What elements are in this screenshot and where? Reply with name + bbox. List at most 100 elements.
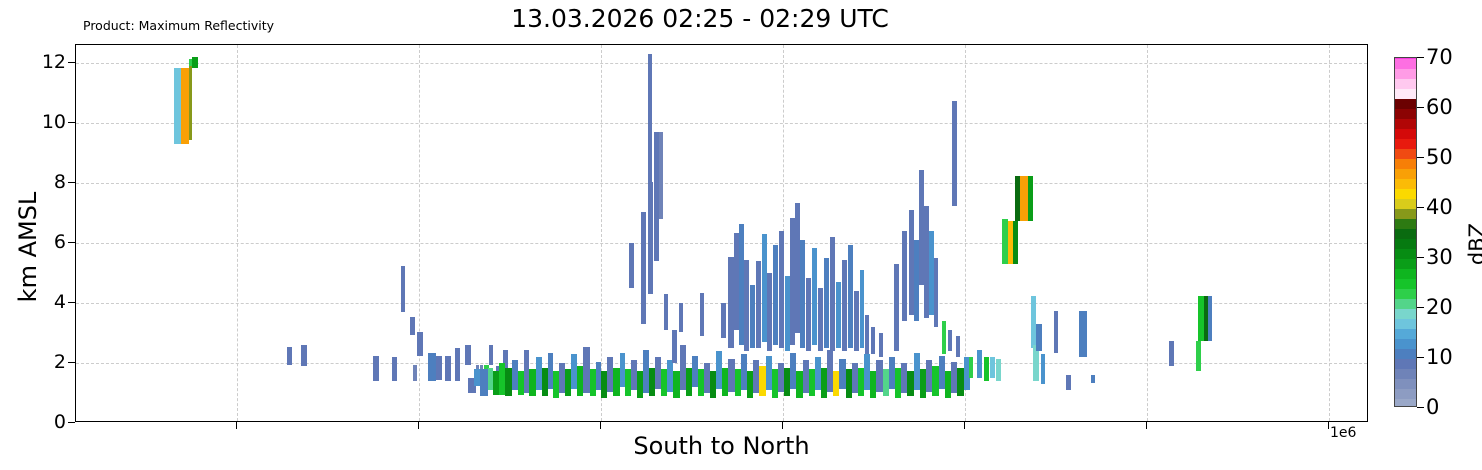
x-tick-mark (782, 422, 784, 429)
colorbar-tick-label: 40 (1426, 195, 1453, 219)
y-tick-mark (68, 422, 75, 424)
colorbar[interactable] (1394, 57, 1417, 407)
data-column (860, 45, 864, 421)
reflectivity-cell (1028, 175, 1033, 221)
reflectivity-cell (756, 261, 761, 348)
data-column (767, 45, 772, 421)
data-column (489, 45, 493, 421)
reflectivity-cell (854, 291, 859, 351)
colorbar-band (1395, 328, 1416, 339)
reflectivity-cell (287, 346, 292, 365)
data-column (741, 45, 747, 421)
data-column (445, 45, 451, 421)
data-column (1066, 45, 1071, 421)
data-column (410, 45, 415, 421)
data-column (901, 45, 907, 421)
data-column (661, 45, 667, 421)
data-column (785, 45, 790, 421)
reflectivity-cell (686, 367, 692, 396)
gridline-horizontal-6 (76, 63, 1367, 65)
colorbar-band (1395, 308, 1416, 319)
data-column (800, 45, 805, 421)
reflectivity-cell (728, 358, 735, 392)
data-column (673, 45, 680, 421)
data-column (773, 45, 778, 421)
reflectivity-cell (654, 132, 659, 261)
data-column (655, 45, 661, 421)
reflectivity-cell (465, 345, 471, 365)
colorbar-tick-mark (1417, 307, 1424, 309)
reflectivity-cell (649, 367, 655, 396)
x-tick-mark (1146, 422, 1148, 429)
data-column (739, 45, 744, 421)
data-column (747, 45, 753, 421)
gridline-horizontal-4 (76, 183, 1367, 185)
reflectivity-cell (181, 67, 189, 144)
reflectivity-cell (373, 355, 379, 381)
reflectivity-cell (1054, 310, 1058, 353)
reflectivity-cell (753, 360, 759, 393)
data-column (1079, 45, 1087, 421)
reflectivity-cell (648, 181, 653, 294)
reflectivity-cell (301, 345, 307, 366)
reflectivity-cell (1020, 175, 1028, 221)
reflectivity-cell (956, 336, 960, 357)
data-column (790, 45, 795, 421)
reflectivity-cell (436, 355, 442, 380)
reflectivity-cell (721, 303, 726, 338)
colorbar-tick-label: 30 (1426, 245, 1453, 269)
reflectivity-cell (641, 211, 646, 324)
reflectivity-cell (445, 355, 451, 381)
gridline-vertical-2 (601, 45, 603, 421)
reflectivity-cell (559, 363, 565, 393)
data-column (1015, 45, 1020, 421)
data-column (698, 45, 704, 421)
gridline-vertical-6 (1329, 45, 1331, 421)
colorbar-band (1395, 348, 1416, 359)
y-tick-label: 10 (41, 111, 66, 133)
reflectivity-cell (643, 349, 649, 393)
data-column (1002, 45, 1008, 421)
data-column (301, 45, 307, 421)
data-column (518, 45, 524, 421)
data-column (596, 45, 601, 421)
colorbar-tick-label: 20 (1426, 295, 1453, 319)
reflectivity-cell (951, 361, 957, 393)
reflectivity-cell (914, 352, 920, 390)
reflectivity-cell (860, 270, 864, 348)
plot-area[interactable] (75, 44, 1368, 422)
x-tick-mark (600, 422, 602, 429)
reflectivity-cell (909, 210, 914, 315)
reflectivity-cell (673, 370, 680, 398)
reflectivity-cell (468, 378, 476, 393)
reflectivity-cell (488, 367, 493, 390)
data-column (934, 45, 938, 421)
data-column (493, 45, 499, 421)
data-column (818, 45, 823, 421)
x-axis-label: South to North (633, 432, 810, 460)
data-column (1020, 45, 1028, 421)
x-tick-mark (236, 422, 238, 429)
reflectivity-cell (759, 366, 766, 396)
reflectivity-cell (174, 67, 181, 105)
reflectivity-cell (493, 370, 499, 395)
data-column (907, 45, 914, 421)
data-column (686, 45, 692, 421)
data-column (753, 45, 759, 421)
reflectivity-cell (672, 330, 677, 363)
colorbar-tick-mark (1417, 157, 1424, 159)
reflectivity-cell (392, 357, 397, 381)
colorbar-tick-mark (1417, 257, 1424, 259)
colorbar-band (1395, 168, 1416, 179)
data-column (524, 45, 529, 421)
reflectivity-cell (601, 370, 607, 398)
reflectivity-cell (907, 370, 914, 396)
reflectivity-cell (818, 288, 823, 351)
reflectivity-cell (629, 243, 634, 288)
data-column (620, 45, 625, 421)
data-column (174, 45, 181, 421)
data-column (870, 45, 876, 421)
reflectivity-cell (474, 369, 480, 386)
data-column (480, 45, 488, 421)
data-column (1169, 45, 1174, 421)
